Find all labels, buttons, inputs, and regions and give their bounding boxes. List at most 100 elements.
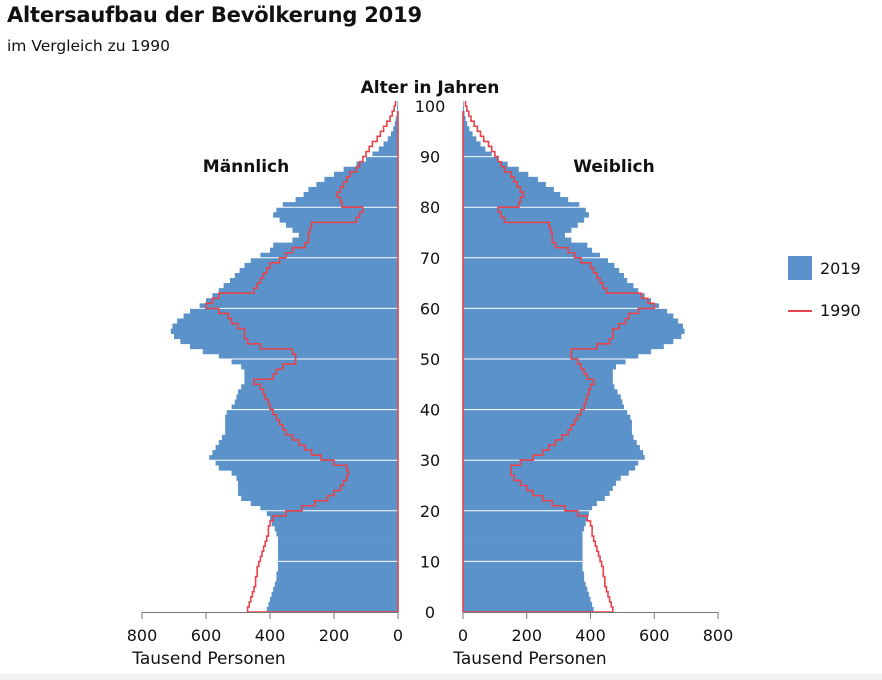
bar-male-2019	[295, 197, 398, 203]
y-tick-label: 10	[420, 552, 440, 571]
bar-male-2019	[372, 151, 398, 157]
bar-female-2019	[463, 303, 660, 309]
line-male-1990	[205, 100, 397, 612]
bar-female-2019	[463, 247, 593, 254]
bar-male-2019	[241, 495, 398, 501]
bar-female-2019	[463, 439, 637, 446]
bar-male-2019	[274, 525, 398, 532]
bar-female-2019	[463, 348, 652, 355]
bar-male-2019	[316, 181, 398, 188]
bar-male-2019	[260, 505, 398, 512]
bar-male-2019	[292, 237, 398, 243]
bar-male-2019	[225, 429, 398, 436]
bar-female-2019	[463, 409, 628, 415]
bar-male-2019	[397, 106, 398, 112]
bar-female-2019	[463, 197, 569, 203]
bar-male-2019	[278, 536, 398, 542]
bar-female-2019	[463, 181, 546, 188]
bar-male-2019	[276, 576, 398, 582]
bar-female-2019	[463, 546, 583, 552]
bar-male-2019	[209, 455, 398, 461]
bar-female-2019	[463, 166, 519, 173]
bar-male-2019	[170, 328, 398, 334]
bar-female-2019	[463, 343, 664, 350]
bar-female-2019	[463, 100, 464, 107]
bar-female-2019	[463, 505, 593, 512]
bar-male-2019	[397, 100, 398, 107]
bar-female-2019	[463, 106, 464, 112]
x-tick-label-left: 400	[255, 626, 286, 645]
bar-female-2019	[463, 212, 589, 218]
bar-female-2019	[463, 520, 586, 527]
x-tick-label-right: 800	[703, 626, 734, 645]
bar-female-2019	[463, 445, 640, 451]
bar-male-2019	[238, 389, 398, 395]
bar-male-2019	[276, 207, 398, 213]
bar-female-2019	[463, 217, 585, 223]
bar-female-2019	[463, 267, 620, 274]
bar-female-2019	[463, 242, 588, 248]
bar-female-2019	[463, 298, 652, 304]
bar-male-2019	[225, 419, 398, 426]
bar-male-2019	[244, 262, 398, 269]
y-tick-label: 0	[425, 603, 435, 622]
bar-male-2019	[223, 283, 398, 289]
bar-male-2019	[278, 566, 398, 572]
bar-female-2019	[463, 470, 629, 476]
bar-male-2019	[231, 404, 398, 410]
bar-female-2019	[463, 419, 632, 426]
bar-female-2019	[463, 561, 583, 567]
bar-female-2019	[463, 586, 588, 593]
bar-female-2019	[463, 252, 601, 259]
bar-male-2019	[390, 131, 398, 137]
bar-male-2019	[268, 601, 398, 608]
bar-male-2019	[239, 267, 398, 274]
bar-female-2019	[463, 369, 613, 375]
bar-female-2019	[463, 404, 624, 410]
bar-female-2019	[463, 126, 470, 132]
bar-female-2019	[463, 338, 674, 345]
bar-male-2019	[278, 556, 398, 562]
bar-female-2019	[463, 551, 583, 557]
bar-male-2019	[324, 176, 398, 183]
bar-male-2019	[231, 359, 398, 365]
male-label: Männlich	[203, 157, 289, 177]
bar-female-2019	[463, 434, 634, 441]
bar-male-2019	[202, 348, 398, 355]
y-tick-label: 80	[420, 198, 440, 217]
bar-male-2019	[234, 272, 398, 279]
bar-female-2019	[463, 131, 473, 137]
bar-male-2019	[230, 278, 398, 284]
x-axis-label-right: Tausend Personen	[452, 649, 606, 669]
bar-female-2019	[463, 288, 639, 294]
bar-female-2019	[463, 192, 561, 198]
bar-male-2019	[334, 171, 398, 178]
bar-male-2019	[292, 227, 398, 233]
bar-female-2019	[463, 450, 644, 456]
bar-male-2019	[212, 450, 398, 456]
bar-female-2019	[463, 536, 583, 542]
bar-female-2019	[463, 460, 639, 466]
bar-male-2019	[212, 293, 398, 299]
bar-male-2019	[266, 606, 398, 613]
bar-male-2019	[177, 318, 398, 324]
bar-male-2019	[225, 424, 398, 431]
line-female-1990	[464, 100, 656, 612]
bar-female-2019	[463, 379, 613, 385]
bar-female-2019	[463, 293, 645, 299]
bar-female-2019	[463, 121, 468, 127]
bar-male-2019	[276, 571, 398, 577]
bar-male-2019	[218, 439, 398, 446]
legend-swatch-2019	[788, 256, 812, 280]
bar-male-2019	[270, 596, 398, 603]
bar-female-2019	[463, 353, 639, 360]
bar-male-2019	[278, 561, 398, 567]
bar-male-2019	[279, 217, 398, 223]
bar-male-2019	[271, 591, 398, 598]
bar-male-2019	[356, 161, 398, 168]
chart-subtitle: im Vergleich zu 1990	[7, 37, 170, 55]
bar-female-2019	[463, 465, 636, 471]
bar-male-2019	[238, 480, 398, 486]
bar-male-2019	[387, 136, 398, 142]
bar-female-2019	[463, 541, 583, 547]
